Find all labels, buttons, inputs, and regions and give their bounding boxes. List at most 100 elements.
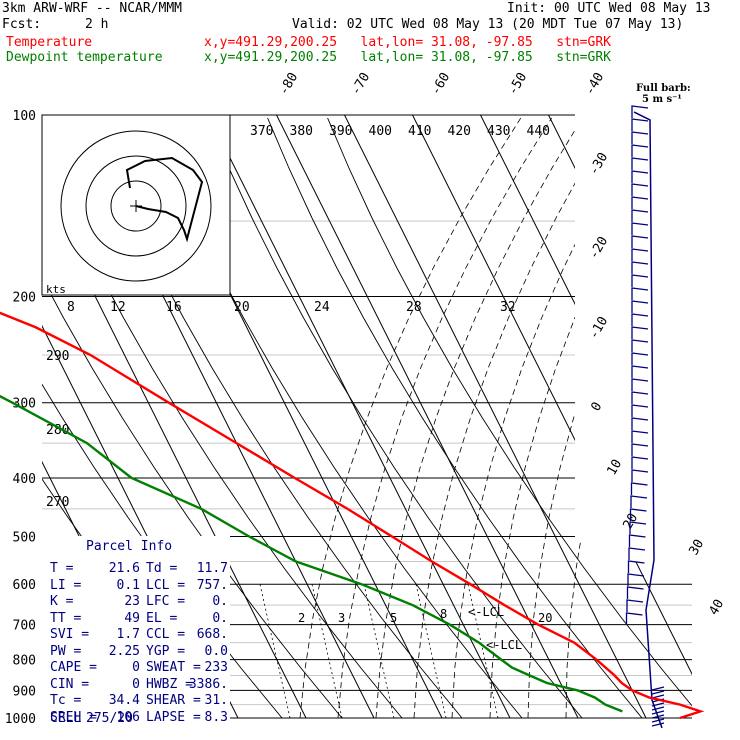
mixing-label-24: 24 bbox=[314, 300, 330, 315]
wind-barb-25 bbox=[631, 430, 649, 443]
wind-barb-36 bbox=[627, 573, 645, 586]
lcl-label-1: <-LCL bbox=[486, 638, 522, 652]
wind-barb-10 bbox=[631, 235, 649, 248]
isotherm-label-0: 0 bbox=[588, 400, 605, 414]
lcl-label-0: <-LCL bbox=[468, 605, 504, 619]
pressure-tick-800: 800 bbox=[13, 654, 36, 669]
wind-barb-low-7 bbox=[651, 714, 665, 719]
parcel-value-sweat: 233 bbox=[204, 660, 228, 675]
wind-barb-37 bbox=[626, 586, 644, 599]
theta-label-370: 370 bbox=[250, 124, 273, 139]
parcel-key-lcl: LCL = bbox=[146, 577, 186, 593]
isotherm-label-30: 30 bbox=[686, 537, 707, 558]
mixing-label-20: 20 bbox=[234, 300, 250, 315]
isotherm-20 bbox=[344, 115, 647, 718]
wind-barb-6 bbox=[631, 183, 649, 196]
isotherm-label--30: -30 bbox=[586, 150, 611, 178]
lower-mixing-label-2: 2 bbox=[298, 611, 305, 625]
wind-barb-18 bbox=[631, 339, 649, 352]
cell-label: CELL bbox=[50, 711, 82, 726]
moist-adiabat-2 bbox=[375, 117, 583, 718]
temperature-legend: Temperature bbox=[6, 35, 93, 50]
wind-barb-low-1 bbox=[651, 690, 665, 695]
wind-barb-3 bbox=[631, 144, 649, 157]
isotherm-label--20: -20 bbox=[586, 234, 611, 262]
wind-barb-7 bbox=[631, 196, 649, 209]
fcst-label: Fcst: bbox=[2, 17, 42, 32]
isotherm-40 bbox=[480, 115, 692, 718]
parcel-key-td: Td = bbox=[146, 561, 178, 576]
lower-mixing-label-3: 3 bbox=[338, 611, 345, 625]
isotherm-label--10: -10 bbox=[586, 314, 611, 342]
wind-barb-9 bbox=[631, 222, 649, 235]
theta-left-label-280: 280 bbox=[46, 423, 69, 438]
parcel-value-lcl: 757. bbox=[196, 577, 228, 593]
init-time: Init: 00 UTC Wed 08 May 13 bbox=[507, 1, 711, 16]
wind-barb-8 bbox=[631, 209, 649, 222]
lower-mixing-label-20: 20 bbox=[538, 611, 552, 625]
wind-barb-0 bbox=[631, 105, 649, 118]
parcel-value-lfc: 0. bbox=[212, 594, 228, 609]
wind-barb-low-6 bbox=[651, 710, 665, 715]
wind-barb-24 bbox=[631, 417, 649, 430]
dewpoint-location: x,y=491.29,200.25 lat,lon= 31.08, -97.85… bbox=[204, 50, 611, 65]
moist-adiabat-1 bbox=[337, 117, 552, 718]
wind-barb-staff bbox=[633, 111, 663, 729]
isotherm-label-10: 10 bbox=[604, 457, 625, 478]
parcel-info-title: Parcel Info bbox=[86, 539, 173, 554]
pressure-tick-700: 700 bbox=[13, 619, 36, 634]
wind-barb-33 bbox=[628, 534, 646, 547]
wind-barb-16 bbox=[631, 313, 649, 326]
wind-barb-21 bbox=[631, 378, 649, 391]
wind-barb-30 bbox=[630, 495, 648, 508]
wind-barb-23 bbox=[631, 404, 649, 417]
dry-adiabat-7 bbox=[42, 117, 343, 718]
isotherm-50 bbox=[548, 115, 692, 718]
parcel-value-li: 0.1 bbox=[116, 577, 140, 593]
moist-adiabat-3 bbox=[413, 117, 614, 718]
wind-barb-low-5 bbox=[651, 706, 665, 711]
dewpoint-legend: Dewpoint temperature bbox=[6, 50, 163, 65]
parcel-key-ccl: CCL = bbox=[146, 627, 186, 642]
model-title: 3km ARW-WRF -- NCAR/MMM bbox=[2, 1, 183, 16]
isotherm-label--70: -70 bbox=[348, 70, 373, 98]
isotherm-label-40: 40 bbox=[706, 597, 727, 618]
wind-barb-4 bbox=[631, 157, 649, 170]
wind-barb-35 bbox=[627, 560, 645, 573]
mixing-ratio-0 bbox=[259, 584, 291, 718]
isotherm-0 bbox=[208, 115, 511, 718]
wind-barb-34 bbox=[628, 547, 646, 560]
parcel-value-el: 0. bbox=[212, 610, 228, 626]
hodograph-trace bbox=[125, 156, 204, 243]
wind-barb-22 bbox=[631, 391, 649, 404]
parcel-value-hwbz: 3386. bbox=[188, 676, 228, 692]
theta-left-label-290: 290 bbox=[46, 349, 69, 364]
cell-value: 275/20 bbox=[86, 711, 133, 726]
mixing-label-12: 12 bbox=[110, 300, 126, 315]
parcel-value-tc: 34.4 bbox=[108, 693, 140, 708]
moist-adiabat-4 bbox=[451, 117, 645, 718]
pressure-tick-400: 400 bbox=[13, 472, 36, 487]
theta-label-420: 420 bbox=[448, 124, 471, 139]
theta-label-410: 410 bbox=[408, 124, 431, 139]
parcel-key-svi: SVI = bbox=[50, 627, 90, 642]
theta-label-380: 380 bbox=[290, 124, 313, 139]
parcel-key-cin: CIN = bbox=[50, 676, 90, 692]
lower-mixing-label-8: 8 bbox=[440, 607, 447, 621]
parcel-key-cape: CAPE = bbox=[50, 660, 97, 675]
pressure-tick-100: 100 bbox=[13, 109, 36, 124]
hodograph-ring-2 bbox=[60, 130, 212, 282]
parcel-value-td: 11.7 bbox=[196, 561, 228, 576]
series-dewpoint-line bbox=[0, 394, 623, 713]
wind-barb-20 bbox=[631, 365, 649, 378]
parcel-key-li: LI = bbox=[50, 577, 82, 593]
theta-label-440: 440 bbox=[527, 124, 550, 139]
parcel-key-tt: TT = bbox=[50, 610, 82, 626]
parcel-info-panel bbox=[42, 536, 230, 726]
parcel-value-svi: 1.7 bbox=[116, 627, 140, 642]
parcel-value-cape: 0 bbox=[132, 660, 140, 675]
hodograph-units: kts bbox=[46, 283, 66, 296]
temperature-location: x,y=491.29,200.25 lat,lon= 31.08, -97.85… bbox=[204, 35, 611, 50]
moist-adiabat-6 bbox=[527, 117, 692, 718]
wind-barb-2 bbox=[631, 131, 649, 144]
